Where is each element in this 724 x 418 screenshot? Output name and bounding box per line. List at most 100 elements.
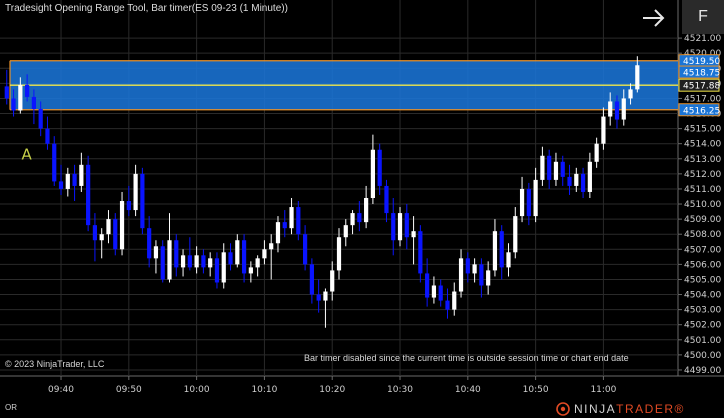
candle-body [160,246,165,280]
tab-or[interactable]: OR [5,403,17,412]
candle-body [309,264,314,295]
candle-body [425,273,430,298]
candle-body [580,173,586,192]
y-tick-label: 4512.00 [684,170,721,180]
y-tick-label: 4510.00 [684,200,721,210]
x-tick-label: 10:00 [184,385,210,395]
candle-body [194,255,199,268]
chart-title: Tradesight Opening Range Tool, Bar timer… [5,3,288,14]
y-tick-label: 4502.00 [684,321,721,331]
candle-body [316,294,321,301]
candle-body [92,225,98,241]
candle-body [567,176,572,186]
candle-body [574,173,579,186]
y-tick-label: 4511.00 [684,185,721,195]
candle-body [431,285,437,298]
logo-text-trader: TRADER® [616,402,685,416]
candle-body [58,181,64,189]
price-label-text: 4518.75 [683,69,720,79]
y-tick-label: 4507.00 [684,245,721,255]
price-label-box [678,103,720,117]
candle-body [458,258,464,292]
candle-body [492,231,498,271]
candle-body [167,240,172,280]
candle-body [282,222,287,229]
candle-body [350,213,355,226]
candle-body [587,161,592,192]
ninjatrader-logo: NINJA TRADER® [556,400,685,418]
candle-body [38,109,43,129]
y-tick-label: 4521.00 [684,34,721,44]
candle-body [126,201,131,211]
candle-body [214,258,220,283]
candle-body [106,219,111,235]
candle-body [486,270,491,286]
candle-body [269,243,274,250]
candle-body [201,255,206,268]
candle-body [452,291,457,310]
candle-body [79,164,84,186]
y-tick-label: 4500.00 [684,351,721,361]
candle-body [540,155,545,180]
y-tick-label: 4515.00 [684,125,721,135]
y-tick-label: 4504.00 [684,291,721,301]
candle-body [553,161,559,180]
x-tick-label: 10:20 [319,385,345,395]
candle-body [99,234,104,241]
y-tick-label: 4506.00 [684,260,721,270]
annotation-label-a: A [22,146,33,164]
candle-body [11,98,16,111]
candle-body [241,240,247,274]
candle-body [547,155,552,180]
candle-body [404,213,409,238]
price-label-box [678,78,720,92]
x-tick-label: 10:30 [387,385,413,395]
candle-body [140,173,145,229]
candle-body [174,240,179,268]
price-label-text: 4516.25 [683,106,720,116]
candle-body [275,222,281,244]
candle-body [323,291,328,301]
candle-body [228,252,233,265]
candle-body [302,234,308,265]
candle-body [526,188,531,217]
price-label-box [678,65,720,79]
candle-body [113,219,118,250]
candle-body [221,252,226,283]
candle-body [235,240,240,265]
candle-body [499,231,504,268]
y-tick-label: 4503.00 [684,306,721,316]
y-tick-label: 4514.00 [684,140,721,150]
arrow-right-icon[interactable] [640,6,668,30]
candle-body [119,201,125,250]
candle-body [418,231,423,274]
y-tick-label: 4499.00 [684,366,721,376]
y-tick-label: 4513.00 [684,155,721,165]
candle-body [601,116,606,144]
candle-body [330,270,335,292]
candle-body [608,101,613,117]
candle-body [472,264,477,274]
candle-body [560,161,565,177]
candle-body [438,285,443,301]
candle-body [621,98,626,120]
x-tick-label: 10:10 [251,385,277,395]
candle-body [255,258,260,268]
copyright-text: © 2023 NinjaTrader, LLC [5,359,105,369]
bar-timer-status: Bar timer disabled since the current tim… [304,353,629,363]
candle-body [86,164,91,226]
price-label-text: 4517.88 [683,82,720,92]
price-label-text: 4519.50 [683,57,720,67]
candle-body [296,207,301,235]
candle-body [411,231,416,238]
candle-body [391,213,396,241]
candle-body [513,216,518,253]
candle-body [377,149,382,186]
candle-body [208,258,213,268]
candle-body [397,213,403,241]
candle-body [187,255,192,268]
candle-body [25,84,30,97]
f-button[interactable]: F [682,0,724,34]
candle-body [384,185,389,214]
